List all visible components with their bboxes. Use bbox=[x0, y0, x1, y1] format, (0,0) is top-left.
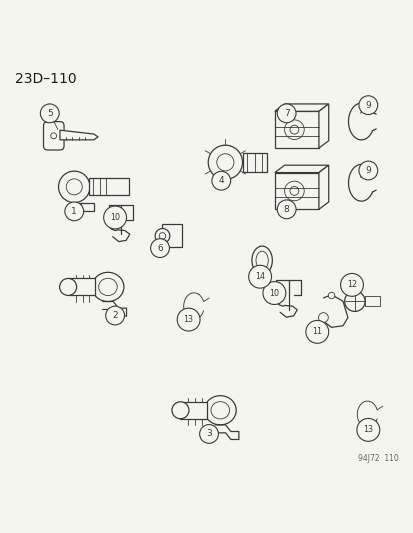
Circle shape bbox=[305, 320, 328, 343]
Circle shape bbox=[328, 292, 334, 299]
Circle shape bbox=[66, 179, 82, 195]
FancyBboxPatch shape bbox=[43, 122, 64, 150]
Polygon shape bbox=[274, 104, 328, 111]
Text: 9: 9 bbox=[365, 166, 370, 175]
Text: 10: 10 bbox=[269, 288, 279, 297]
Circle shape bbox=[65, 202, 83, 221]
Text: 12: 12 bbox=[346, 280, 356, 289]
Circle shape bbox=[150, 239, 169, 257]
Circle shape bbox=[284, 181, 304, 201]
Circle shape bbox=[208, 145, 242, 180]
Text: 4: 4 bbox=[218, 176, 223, 185]
Text: 3: 3 bbox=[206, 430, 211, 439]
Ellipse shape bbox=[252, 246, 272, 274]
Text: 23D–110: 23D–110 bbox=[15, 72, 76, 86]
Text: 94J72  110: 94J72 110 bbox=[357, 454, 398, 463]
Circle shape bbox=[356, 418, 379, 441]
Circle shape bbox=[59, 278, 76, 295]
Text: 7: 7 bbox=[283, 109, 289, 118]
Circle shape bbox=[284, 120, 304, 140]
Circle shape bbox=[216, 154, 233, 171]
Circle shape bbox=[211, 171, 230, 190]
Bar bbox=[68, 278, 95, 295]
Polygon shape bbox=[80, 203, 94, 211]
Text: 1: 1 bbox=[71, 207, 77, 216]
Text: 11: 11 bbox=[311, 327, 321, 336]
Circle shape bbox=[40, 104, 59, 123]
Ellipse shape bbox=[204, 395, 236, 425]
Polygon shape bbox=[274, 165, 328, 173]
Circle shape bbox=[199, 425, 218, 443]
Circle shape bbox=[289, 125, 298, 134]
Ellipse shape bbox=[255, 251, 268, 270]
Ellipse shape bbox=[98, 278, 117, 296]
Circle shape bbox=[277, 200, 295, 219]
Text: 8: 8 bbox=[283, 205, 289, 214]
Circle shape bbox=[248, 265, 271, 288]
Text: 13: 13 bbox=[363, 425, 373, 434]
Text: 6: 6 bbox=[157, 244, 162, 253]
Circle shape bbox=[177, 308, 199, 331]
Circle shape bbox=[340, 273, 363, 296]
Circle shape bbox=[262, 281, 285, 304]
Circle shape bbox=[358, 96, 377, 115]
Circle shape bbox=[344, 291, 364, 311]
Ellipse shape bbox=[92, 272, 123, 302]
Circle shape bbox=[159, 232, 165, 239]
Bar bbox=[242, 152, 266, 172]
Bar bbox=[274, 173, 318, 209]
Polygon shape bbox=[318, 165, 328, 209]
Text: 2: 2 bbox=[112, 311, 118, 320]
Circle shape bbox=[105, 306, 124, 325]
Polygon shape bbox=[60, 130, 98, 140]
Bar bbox=[364, 296, 380, 306]
Circle shape bbox=[289, 187, 298, 196]
Circle shape bbox=[103, 206, 126, 229]
Text: 14: 14 bbox=[254, 272, 264, 281]
Circle shape bbox=[51, 133, 57, 139]
Circle shape bbox=[58, 171, 90, 203]
Bar bbox=[180, 401, 206, 419]
Circle shape bbox=[155, 229, 169, 243]
Circle shape bbox=[358, 161, 377, 180]
Text: 5: 5 bbox=[47, 109, 52, 118]
Bar bbox=[162, 224, 182, 247]
Text: 13: 13 bbox=[183, 315, 193, 324]
Circle shape bbox=[171, 402, 188, 419]
Ellipse shape bbox=[211, 402, 229, 419]
Circle shape bbox=[318, 313, 328, 322]
Text: 9: 9 bbox=[365, 101, 370, 110]
Bar bbox=[274, 111, 318, 148]
Bar bbox=[89, 178, 129, 196]
Polygon shape bbox=[318, 104, 328, 148]
Circle shape bbox=[277, 104, 295, 123]
Text: 10: 10 bbox=[110, 213, 120, 222]
